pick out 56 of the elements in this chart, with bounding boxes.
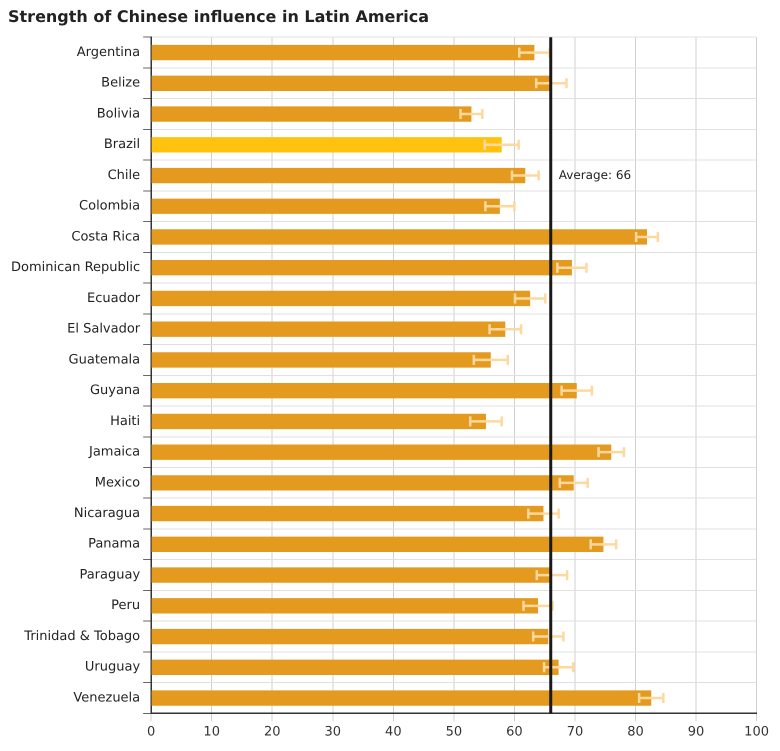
bar: [152, 106, 472, 122]
chart-title: Strength of Chinese influence in Latin America: [8, 6, 430, 26]
bar: [152, 660, 559, 675]
x-tick-label: 30: [324, 724, 342, 740]
y-tick-label: Bolivia: [96, 106, 140, 122]
y-tick-label: Guyana: [90, 383, 140, 398]
bar: [152, 198, 500, 214]
bar: [152, 229, 648, 245]
x-tick-label: 0: [146, 724, 156, 740]
bar: [152, 44, 534, 60]
y-tick-label: Chile: [108, 168, 140, 183]
y-tick-label: Argentina: [76, 44, 140, 60]
x-tick-label: 70: [566, 724, 584, 740]
y-tick-label: Jamaica: [88, 444, 140, 460]
bar: [152, 598, 538, 614]
y-tick-label: Panama: [88, 536, 140, 552]
x-tick-label: 60: [506, 724, 523, 740]
y-tick-label: Nicaragua: [74, 506, 140, 521]
bar: [152, 76, 552, 91]
bar: [152, 475, 574, 491]
y-tick-label: Dominican Republic: [10, 260, 140, 276]
y-tick-label: Colombia: [79, 198, 140, 214]
x-tick-label: 40: [385, 724, 402, 740]
bar: [152, 382, 577, 398]
y-tick-label: Peru: [111, 598, 140, 614]
y-tick-label: Haiti: [110, 414, 140, 429]
bar: [152, 444, 612, 460]
x-tick-label: 100: [744, 724, 770, 740]
y-tick-label: Mexico: [94, 475, 140, 490]
bar: [152, 290, 530, 306]
bar: [152, 168, 526, 184]
bar: [152, 322, 506, 337]
x-tick-label: 90: [688, 724, 704, 740]
y-tick-label: El Salvador: [67, 322, 141, 337]
ref-line-label: Average: 66: [558, 168, 632, 182]
y-tick-label: Ecuador: [87, 290, 141, 306]
bar: [152, 690, 652, 706]
y-tick-label: Brazil: [104, 137, 140, 152]
y-tick-label: Trinidad & Tobago: [23, 628, 140, 644]
bar: [152, 137, 502, 152]
y-tick-label: Belize: [101, 76, 140, 91]
y-tick-label: Uruguay: [84, 660, 140, 675]
bar: [152, 536, 604, 552]
bar: [152, 414, 486, 430]
y-tick-label: Guatemala: [68, 352, 140, 368]
x-tick-label: 50: [446, 724, 462, 740]
bar: [152, 260, 572, 276]
y-tick-label: Costa Rica: [71, 229, 140, 244]
x-tick-label: 10: [203, 724, 220, 740]
bar: [152, 628, 548, 644]
x-tick-label: 20: [264, 724, 280, 740]
x-tick-label: 80: [627, 724, 644, 740]
bar: [152, 352, 491, 368]
y-tick-label: Venezuela: [73, 690, 140, 706]
bar: [152, 506, 544, 522]
y-tick-label: Paraguay: [79, 567, 140, 582]
